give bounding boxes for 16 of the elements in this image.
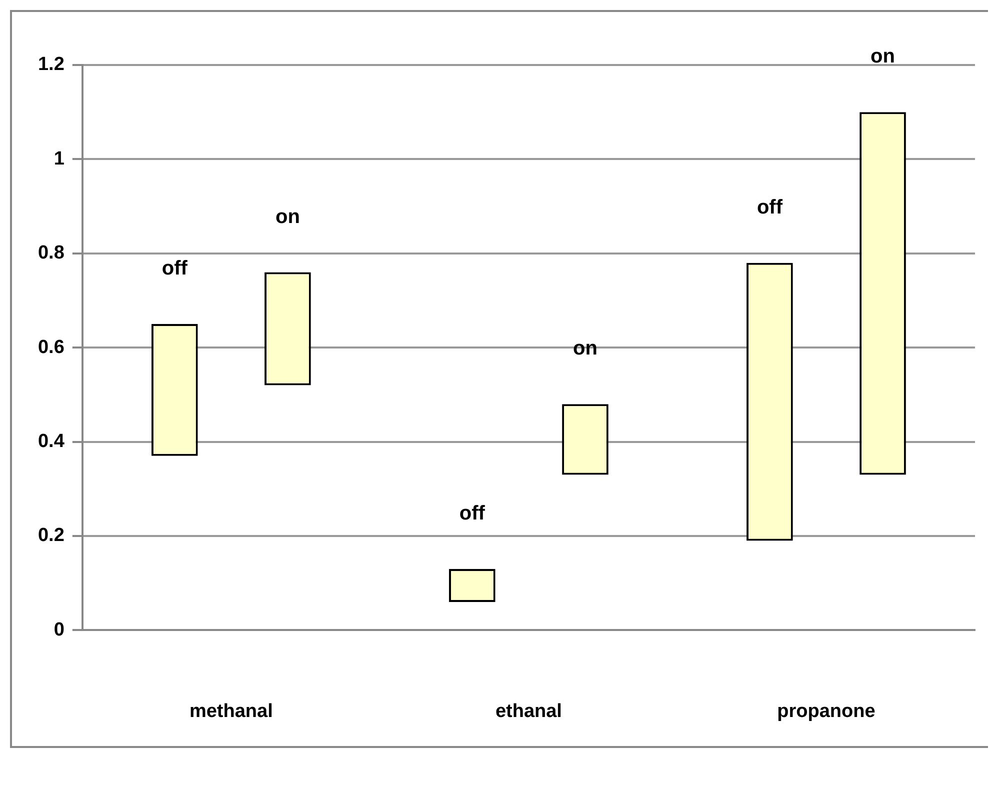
y-tick-label: 1.2 — [38, 54, 64, 76]
x-tick-label: ethanal — [495, 700, 562, 722]
x-tick-label: propanone — [777, 700, 876, 722]
y-tick-label: 1 — [54, 148, 65, 170]
text: on — [275, 206, 300, 228]
text: on — [573, 338, 598, 360]
y-tick-label: 0 — [54, 619, 64, 640]
text: off — [756, 196, 783, 218]
x-tick-label: methanal — [189, 700, 273, 722]
y-tick-label: 0.4 — [38, 431, 65, 452]
y-tick-label: 0.6 — [38, 336, 64, 358]
text: on — [870, 46, 895, 68]
text: off — [162, 258, 188, 280]
y-tick-label: 0.2 — [38, 525, 64, 546]
text: off — [459, 502, 485, 524]
y-tick-label: 0.8 — [38, 242, 64, 264]
